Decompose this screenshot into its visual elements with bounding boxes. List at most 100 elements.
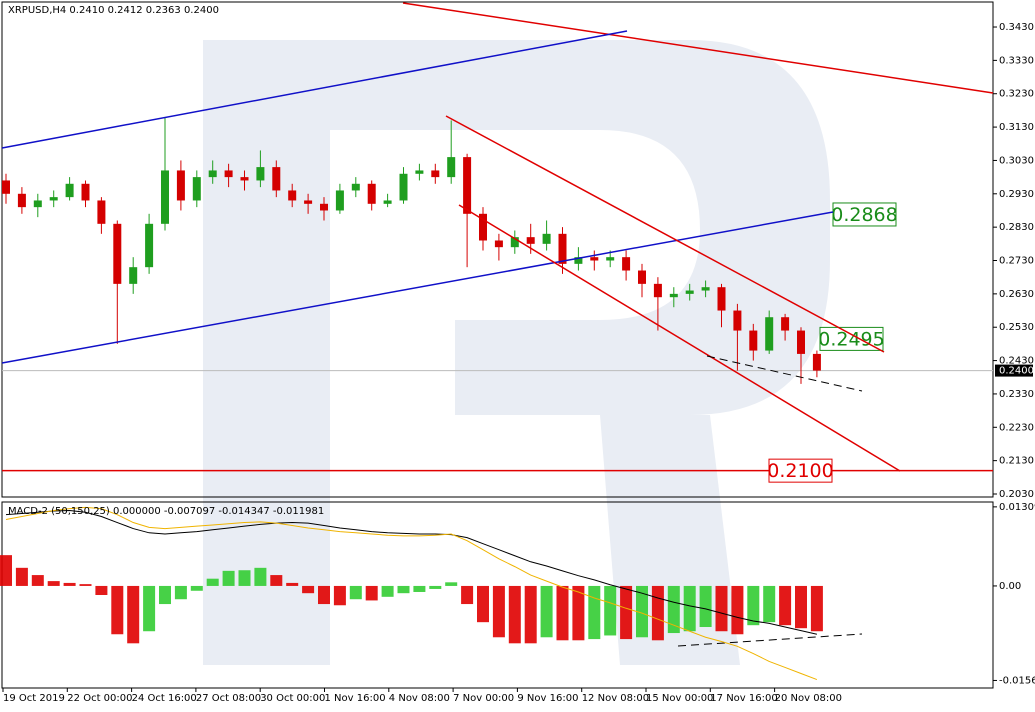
histogram-bar [127, 585, 140, 644]
histogram-bar [270, 575, 283, 586]
level-box [768, 458, 833, 483]
histogram-bar [79, 584, 92, 586]
candle-body [701, 287, 710, 291]
histogram-bar [190, 585, 203, 591]
candle-body [176, 170, 185, 201]
candle-body [558, 233, 567, 264]
chart-title: XRPUSD,H4 0.2410 0.2412 0.2363 0.2400 [8, 5, 219, 16]
y-tick-label: 0.2430 [999, 356, 1034, 367]
price-panel: 0.3430 0.3330 0.3230 0.3130 0.3030 0.2930 0.28… [2, 22, 1034, 704]
histogram-bar [810, 585, 823, 632]
candle-body [240, 177, 249, 181]
candle-body [113, 223, 122, 284]
macd-panel: 0.013094 0.00 -0.01565 [0, 502, 1035, 686]
price-frame [1, 1, 994, 498]
histogram-bar [524, 585, 537, 644]
candle-body [638, 270, 646, 284]
candle-body [447, 157, 456, 178]
y-tick-label: 0.2730 [999, 256, 1034, 267]
candle-body [351, 183, 360, 191]
histogram-bar [795, 585, 807, 629]
histogram-bar [286, 582, 299, 586]
candle-body [463, 157, 472, 214]
histogram-bar [63, 582, 76, 586]
histogram-bar [620, 585, 633, 640]
level-box [832, 202, 897, 227]
candle-body [749, 330, 758, 351]
candle-body [208, 170, 217, 178]
histogram-bar [143, 585, 156, 632]
candle-body [717, 287, 726, 311]
candle-body [431, 170, 440, 178]
candle-body [192, 177, 201, 201]
histogram-bar [588, 585, 601, 640]
candle-body [510, 237, 519, 248]
y-tick-label: 0.2230 [999, 422, 1034, 433]
candle-body [129, 267, 138, 284]
candle-body [526, 237, 535, 244]
candle-body [590, 257, 599, 261]
histogram-bar [159, 585, 171, 605]
candle-body [765, 317, 774, 351]
level-label: 0.2100 [767, 460, 833, 482]
candle-body [383, 200, 392, 204]
x-tick-label: 19 Oct 2019 [3, 693, 65, 704]
histogram-bar [604, 585, 617, 636]
histogram-bar [254, 567, 267, 586]
histogram-bar [779, 585, 792, 626]
x-tick-label: 4 Nov 08:00 [389, 693, 450, 704]
candle-body [49, 197, 58, 201]
y-tick-label: 0.2030 [999, 489, 1034, 500]
y-tick-label: 0.3330 [999, 55, 1034, 66]
x-tick-label: 7 Nov 00:00 [453, 693, 514, 704]
y-tick-label: 0.00 [999, 581, 1021, 592]
histogram-bar [222, 570, 235, 586]
histogram-bar [302, 585, 315, 594]
candle-body [797, 330, 805, 354]
candle-body [812, 353, 821, 371]
histogram-bar [556, 585, 569, 641]
macd-line [5, 509, 818, 635]
y-tick-label: 0.3230 [999, 89, 1034, 100]
candle-body [335, 190, 344, 211]
histogram-bar [397, 585, 410, 594]
candle-body [542, 233, 551, 244]
histogram-bar [747, 585, 760, 626]
histogram-bar [0, 555, 12, 586]
histogram-bar [381, 585, 394, 597]
candle-body [2, 180, 10, 194]
level-label: 0.2868 [831, 204, 897, 226]
candle-body [304, 200, 313, 204]
histogram-bar [445, 582, 458, 586]
y-tick-label: 0.2330 [999, 389, 1034, 400]
candle-body [320, 203, 328, 211]
x-tick-label: 12 Nov 08:00 [582, 693, 649, 704]
x-tick-label: 30 Oct 00:00 [260, 693, 325, 704]
candle-body [33, 200, 42, 208]
last-price-label: 0.2400 [999, 366, 1034, 377]
histogram-bar [318, 585, 330, 605]
histogram-bar [461, 585, 474, 605]
histogram-bar [731, 585, 744, 635]
histogram-bar [667, 585, 680, 634]
candle-body [479, 213, 487, 241]
histogram-bar [95, 585, 108, 595]
x-tick-label: 27 Oct 08:00 [196, 693, 261, 704]
x-tick-label: 22 Oct 00:00 [67, 693, 132, 704]
candle-body [17, 193, 26, 208]
histogram-bar [540, 585, 553, 638]
histogram-bar [651, 585, 664, 641]
histogram-bar [477, 585, 489, 623]
candle-body [145, 223, 154, 268]
y-tick-label: 0.2130 [999, 456, 1034, 467]
level-box [819, 326, 884, 351]
y-tick-label: 0.3130 [999, 122, 1034, 133]
candle-body [97, 200, 106, 224]
histogram-bar [333, 585, 346, 606]
x-tick-label: 17 Nov 16:00 [710, 693, 777, 704]
candle-body [81, 183, 90, 201]
candle-body [272, 167, 281, 191]
histogram-bar [763, 585, 776, 623]
candle-body [224, 170, 233, 178]
